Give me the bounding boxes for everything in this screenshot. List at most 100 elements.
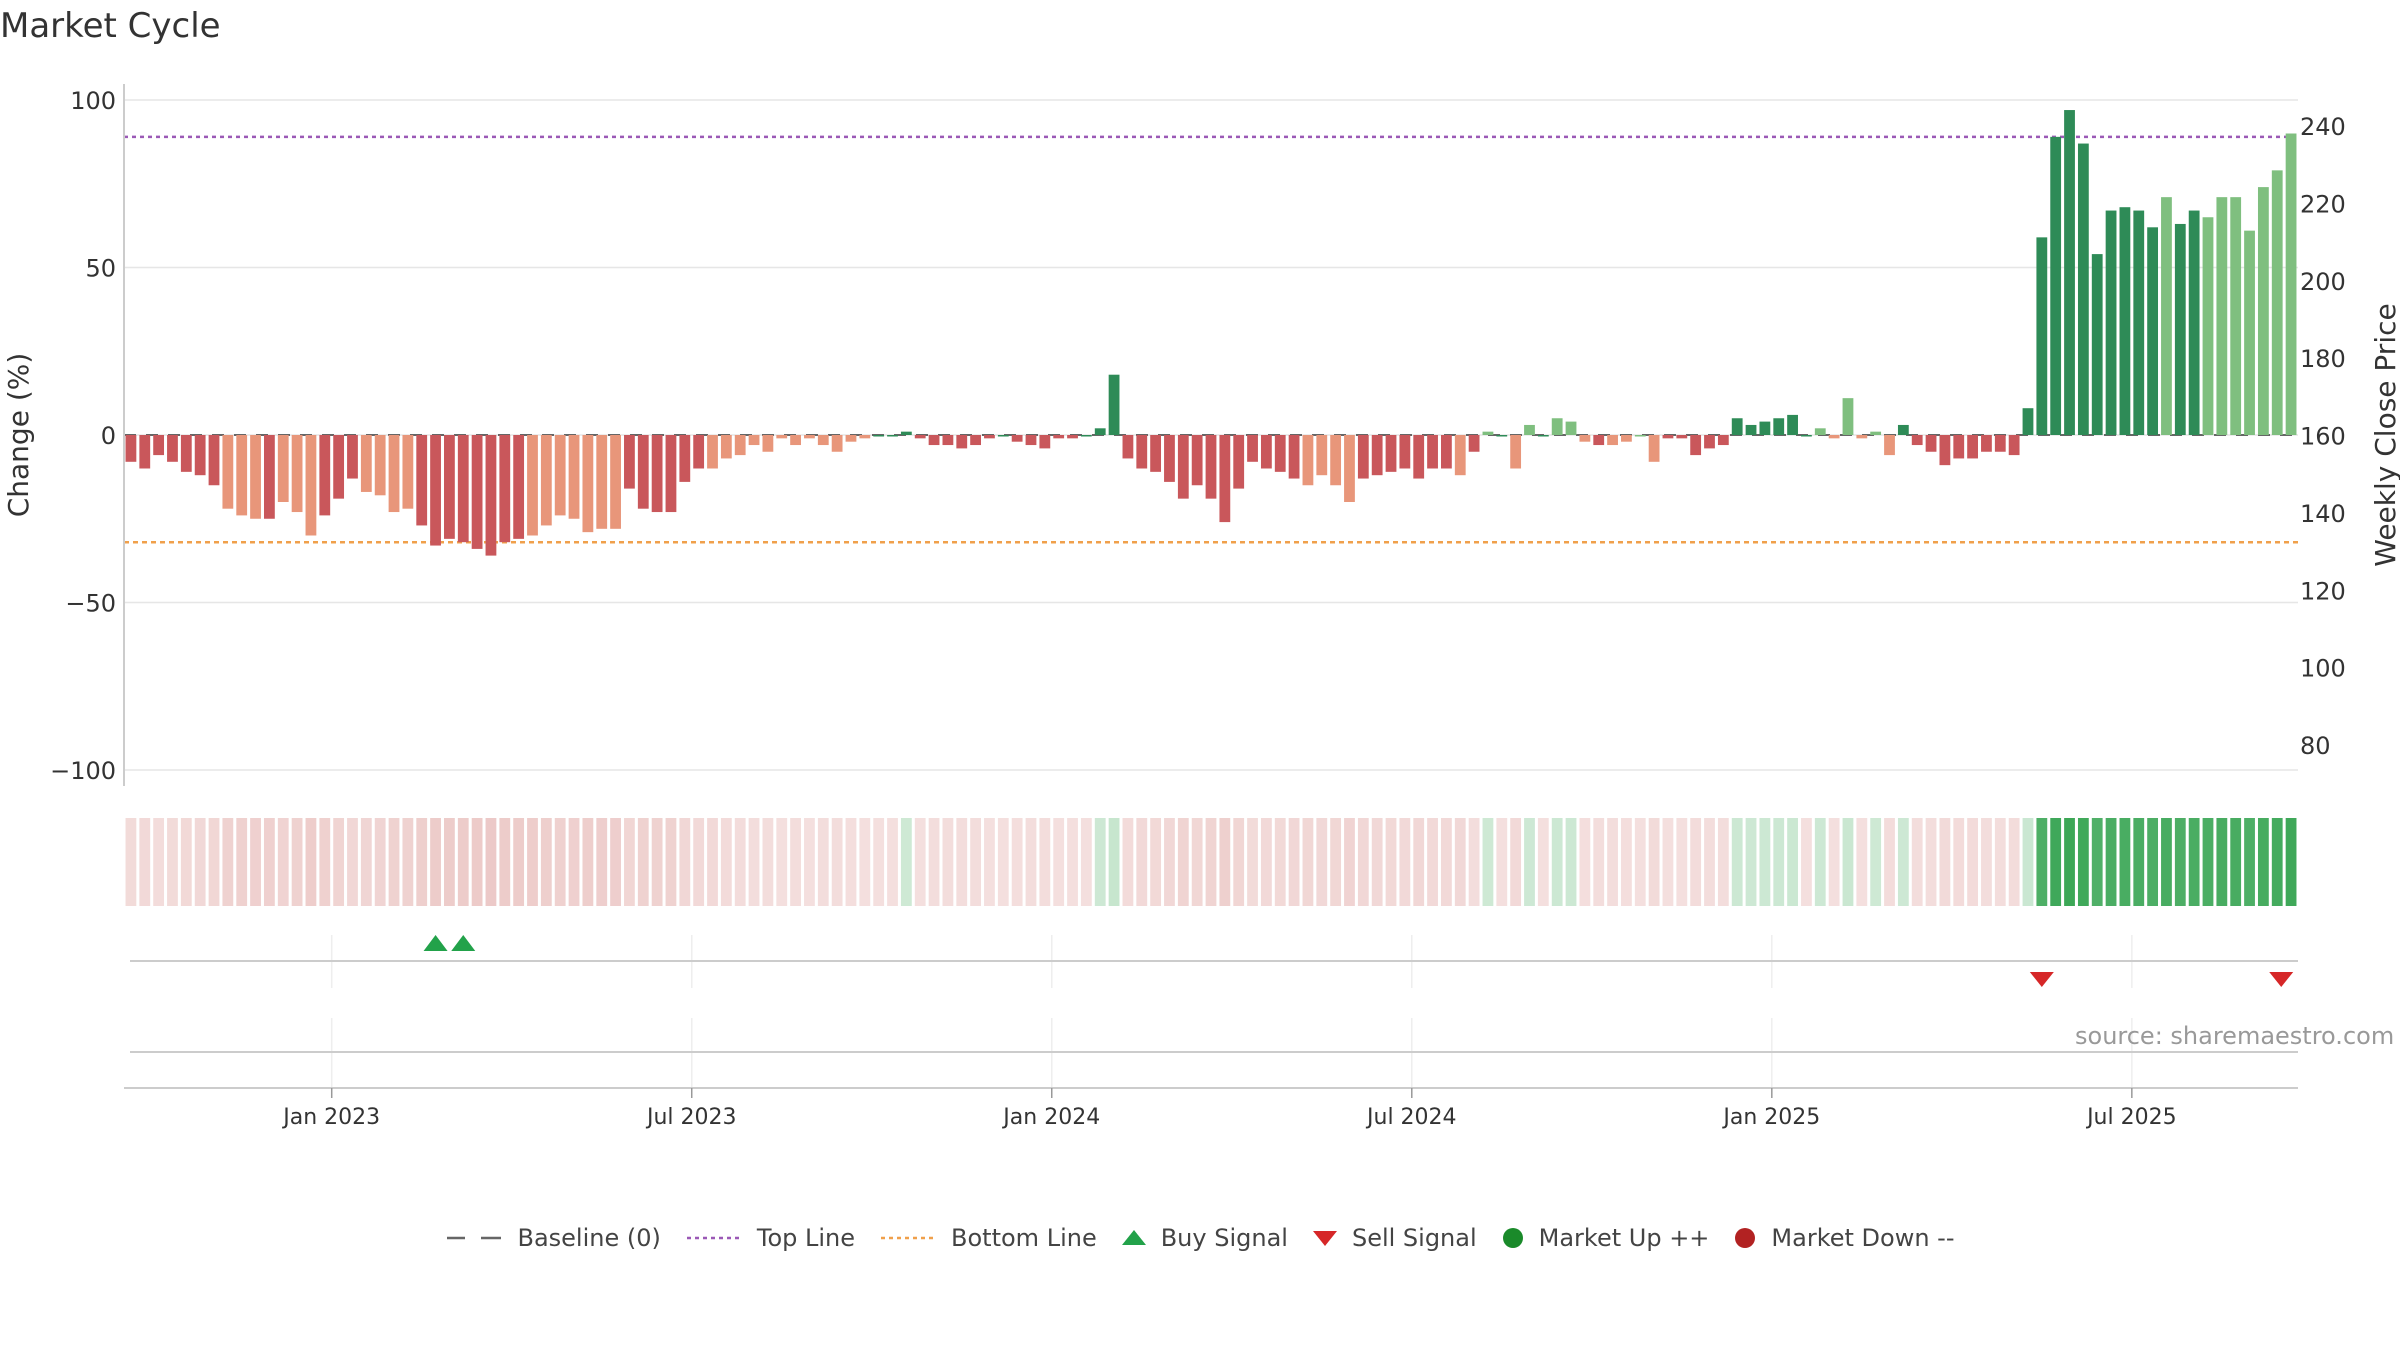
strip-cell <box>1357 818 1369 906</box>
strip-cell <box>1593 818 1605 906</box>
strip-cell <box>1302 818 1314 906</box>
strip-cell <box>333 818 345 906</box>
bar <box>430 435 441 546</box>
strip-cell <box>2216 818 2228 906</box>
bar <box>748 435 760 446</box>
legend-item[interactable]: Market Up ++ <box>1501 1224 1709 1252</box>
bar <box>2091 254 2103 435</box>
strip-cell <box>2050 818 2062 906</box>
bar <box>471 435 483 549</box>
strip-cell <box>1454 818 1466 906</box>
strip-cell <box>1316 818 1328 906</box>
y2-axis-title: Weekly Close Price <box>2369 303 2400 566</box>
legend-item[interactable]: Bottom Line <box>879 1224 1097 1252</box>
bar <box>1981 435 1992 452</box>
legend-item[interactable]: Baseline (0) <box>445 1224 661 1252</box>
bar <box>1759 421 1771 435</box>
bar <box>970 435 981 446</box>
triangle-up-icon <box>1121 1230 1146 1245</box>
bar <box>2119 207 2131 435</box>
bar <box>1510 435 1522 469</box>
legend-item[interactable]: Buy Signal <box>1121 1224 1288 1252</box>
strip-cell <box>1067 818 1078 906</box>
strip-cell <box>250 818 261 906</box>
buy-signal-triangle <box>423 935 448 951</box>
strip-cell <box>1551 818 1563 906</box>
strip-cell <box>624 818 635 906</box>
bar <box>540 435 552 526</box>
strip-cell <box>540 818 552 906</box>
strip-cell <box>1053 818 1065 906</box>
strip-cell <box>1911 818 1923 906</box>
bar <box>125 435 137 462</box>
bars-layer <box>125 110 2297 556</box>
bar <box>942 435 954 446</box>
strip-cell <box>845 818 857 906</box>
bar <box>928 435 940 446</box>
strip-cell <box>2257 818 2269 906</box>
bar <box>651 435 663 513</box>
legend-item[interactable]: Sell Signal <box>1312 1224 1477 1252</box>
strip-cell <box>1039 818 1051 906</box>
bar <box>347 435 358 479</box>
bar <box>1441 435 1452 469</box>
bar <box>997 435 1009 437</box>
strip-cell <box>1510 818 1522 906</box>
legend-item[interactable]: Top Line <box>685 1224 855 1252</box>
strip-cell <box>1150 818 1162 906</box>
strip-cell <box>2244 818 2255 906</box>
bar <box>236 435 248 516</box>
strip-cell <box>1607 818 1618 906</box>
bar <box>2077 143 2089 436</box>
bar <box>1967 435 1978 459</box>
bar <box>1939 435 1951 466</box>
bar <box>1094 428 1106 435</box>
legend-item[interactable]: Market Down -- <box>1733 1224 1955 1252</box>
strip-cell <box>1344 818 1355 906</box>
strip-cell <box>167 818 178 906</box>
bar <box>167 435 178 462</box>
strip-cell <box>887 818 898 906</box>
bar <box>1745 424 1757 435</box>
strip-cell <box>457 818 469 906</box>
bar <box>2244 230 2255 435</box>
strip-cell <box>1648 818 1660 906</box>
strip-cell <box>2271 818 2283 906</box>
strip-cell <box>859 818 871 906</box>
strip-cell <box>1427 818 1438 906</box>
bar <box>2064 110 2075 436</box>
bar <box>194 435 206 476</box>
strip-cell <box>1662 818 1674 906</box>
bar <box>1122 435 1134 459</box>
strip-cell <box>679 818 691 906</box>
bar <box>596 435 608 529</box>
strip-cell <box>1801 818 1812 906</box>
bar <box>2022 408 2034 435</box>
bar <box>1607 435 1618 446</box>
bar <box>804 435 815 439</box>
strip-cell <box>831 818 843 906</box>
x-tick-label: Jan 2025 <box>1721 1105 1820 1130</box>
bar <box>610 435 621 529</box>
x-tick-label: Jul 2025 <box>2085 1105 2177 1130</box>
bar <box>1108 374 1120 435</box>
bar <box>2133 210 2145 435</box>
y2-tick-label: 80 <box>2300 732 2331 760</box>
bar <box>1842 398 1854 435</box>
y-axis-title: Change (%) <box>2 353 35 518</box>
strip-cell <box>444 818 455 906</box>
strip-cell <box>1870 818 1882 906</box>
strip-cell <box>1413 818 1425 906</box>
strip-cell <box>194 818 206 906</box>
bar <box>2174 223 2186 435</box>
strip-cell <box>1967 818 1978 906</box>
bar <box>360 435 372 492</box>
strip-cell <box>1745 818 1757 906</box>
bar <box>1828 435 1840 439</box>
bar <box>693 435 705 469</box>
strip-cell <box>1731 818 1743 906</box>
y2-tick-label: 140 <box>2300 500 2346 528</box>
bar <box>1247 435 1258 462</box>
strip-cell <box>2105 818 2117 906</box>
